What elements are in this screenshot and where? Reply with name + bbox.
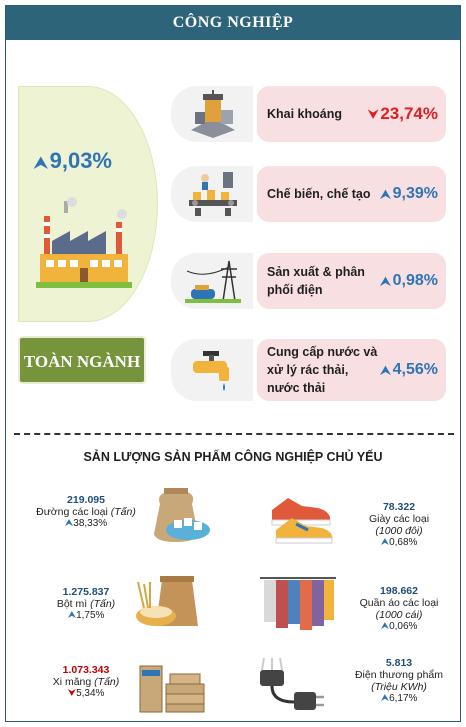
product-cement: 1.073.343 Xi măng (Tấn) ⮟5,34% [36,664,136,699]
overall-growth: ⮝9,03% [34,148,112,174]
sector-name: Chế biến, chế tạo [267,186,371,201]
product-name: Bột mì (Tấn) [36,598,136,610]
product-change-text: 0,06% [389,621,418,632]
product-change-text: 1,75% [76,610,105,621]
product-change-text: 0,68% [389,537,418,548]
product-unit: (Tấn) [94,676,120,688]
sector-card: Khai khoáng ⮟ 23,74% [257,86,446,142]
sector-manufacturing: Chế biến, chế tạo ⮝ 9,39% [171,166,446,222]
product-name-text: Điện thương phẩm [354,669,444,681]
sector-name: Cung cấp nước và xử lý rác thải, nước th… [267,344,378,396]
sneaker-icon [271,498,333,544]
up-arrow-icon: ⮝ [380,186,391,201]
sector-value-text: 9,39% [392,185,438,202]
up-arrow-icon: ⮝ [380,621,390,632]
product-shoes: 78.322 Giày các loại (1000 đôi) ⮝0,68% [354,501,444,548]
sector-value: ⮝ 9,39% [380,166,438,222]
sector-value: ⮟ 23,74% [368,86,438,142]
sector-value: ⮝ 0,98% [380,253,438,309]
sector-card: Chế biến, chế tạo ⮝ 9,39% [257,166,446,222]
product-change-text: 5,34% [76,688,105,699]
sector-value-text: 4,56% [392,361,438,378]
product-unit: (Tấn) [90,598,116,610]
product-value: 5.813 [385,657,413,669]
power-tower-icon [185,260,241,303]
product-name: Đường các loại (Tấn) [36,506,136,518]
product-unit: (Triệu KWh) [371,681,427,693]
product-value: 1.275.837 [62,586,110,598]
flour-sack-icon [136,576,198,626]
product-change: ⮝1,75% [36,610,136,621]
product-name-text: Giày các loại [368,513,430,525]
product-clothes: 198.662 Quần áo các loại (1000 cái) ⮝0,0… [354,585,444,632]
clothes-rack-icon [260,577,336,630]
all-industry-label: TOÀN NGÀNH [18,336,146,384]
up-arrow-icon: ⮝ [380,693,390,704]
product-unit: (Tấn) [110,506,136,518]
sector-mining: Khai khoáng ⮟ 23,74% [171,86,446,142]
factory-icon [36,197,132,288]
product-value: 78.322 [382,501,416,513]
manufacturing-icon [189,172,237,216]
sector-value-text: 23,74% [380,104,438,123]
product-change: ⮝38,33% [36,518,136,529]
product-electricity: 5.813 Điện thương phẩm (Triệu KWh) ⮝6,17… [350,657,448,704]
up-arrow-icon: ⮝ [34,155,48,172]
product-change: ⮝0,68% [354,537,444,548]
up-arrow-icon: ⮝ [380,362,391,377]
overall-growth-value: 9,03% [49,148,112,173]
product-name: Xi măng (Tấn) [36,676,136,688]
product-change: ⮝6,17% [350,693,448,704]
product-unit: (1000 cái) [375,609,423,621]
product-name-text: Quần áo các loại [359,597,439,609]
sector-icon-box [171,253,253,309]
section-divider [14,433,454,435]
up-arrow-icon: ⮝ [380,537,390,548]
product-name-text: Bột mì [56,598,88,610]
water-tap-icon [193,351,229,391]
sector-icon-box [171,339,253,401]
down-arrow-icon: ⮟ [368,106,379,121]
sector-value: ⮝ 4,56% [380,339,438,401]
mining-icon [191,90,235,138]
product-change: ⮝0,06% [354,621,444,632]
product-change: ⮟5,34% [36,688,136,699]
sector-value-text: 0,98% [392,272,438,289]
product-unit: (1000 đôi) [375,525,423,537]
product-change-text: 6,17% [389,693,418,704]
product-value: 219.095 [67,494,105,506]
sector-icon-box [171,86,253,142]
sector-water: Cung cấp nước và xử lý rác thải, nước th… [171,339,446,401]
sector-card: Cung cấp nước và xử lý rác thải, nước th… [257,339,446,401]
products-title: SẢN LƯỢNG SẢN PHẨM CÔNG NGHIỆP CHỦ YẾU [83,450,383,464]
product-value: 198.662 [380,585,418,597]
up-arrow-icon: ⮝ [64,518,74,529]
up-arrow-icon: ⮝ [67,610,77,621]
up-arrow-icon: ⮝ [380,273,391,288]
product-change-text: 38,33% [73,518,108,529]
page-title: CÔNG NGHIỆP [6,6,460,40]
sector-name: Khai khoáng [267,106,343,121]
product-value: 1.073.343 [62,664,110,676]
sector-power: Sản xuất & phân phối điện ⮝ 0,98% [171,253,446,309]
cement-bags-icon [139,665,205,713]
product-sugar: 219.095 Đường các loại (Tấn) ⮝38,33% [36,494,136,529]
sector-icon-box [171,166,253,222]
sector-card: Sản xuất & phân phối điện ⮝ 0,98% [257,253,446,309]
product-name-text: Đường các loại [36,506,108,518]
power-plug-icon [260,657,324,710]
product-name-text: Xi măng [52,676,92,688]
infographic-frame: CÔNG NGHIỆP ⮝9,03% TOÀN NGÀNH [5,5,461,722]
sugar-sack-icon [154,488,210,542]
down-arrow-icon: ⮟ [67,688,77,699]
sector-name: Sản xuất & phân phối điện [267,264,365,297]
product-flour: 1.275.837 Bột mì (Tấn) ⮝1,75% [36,586,136,621]
